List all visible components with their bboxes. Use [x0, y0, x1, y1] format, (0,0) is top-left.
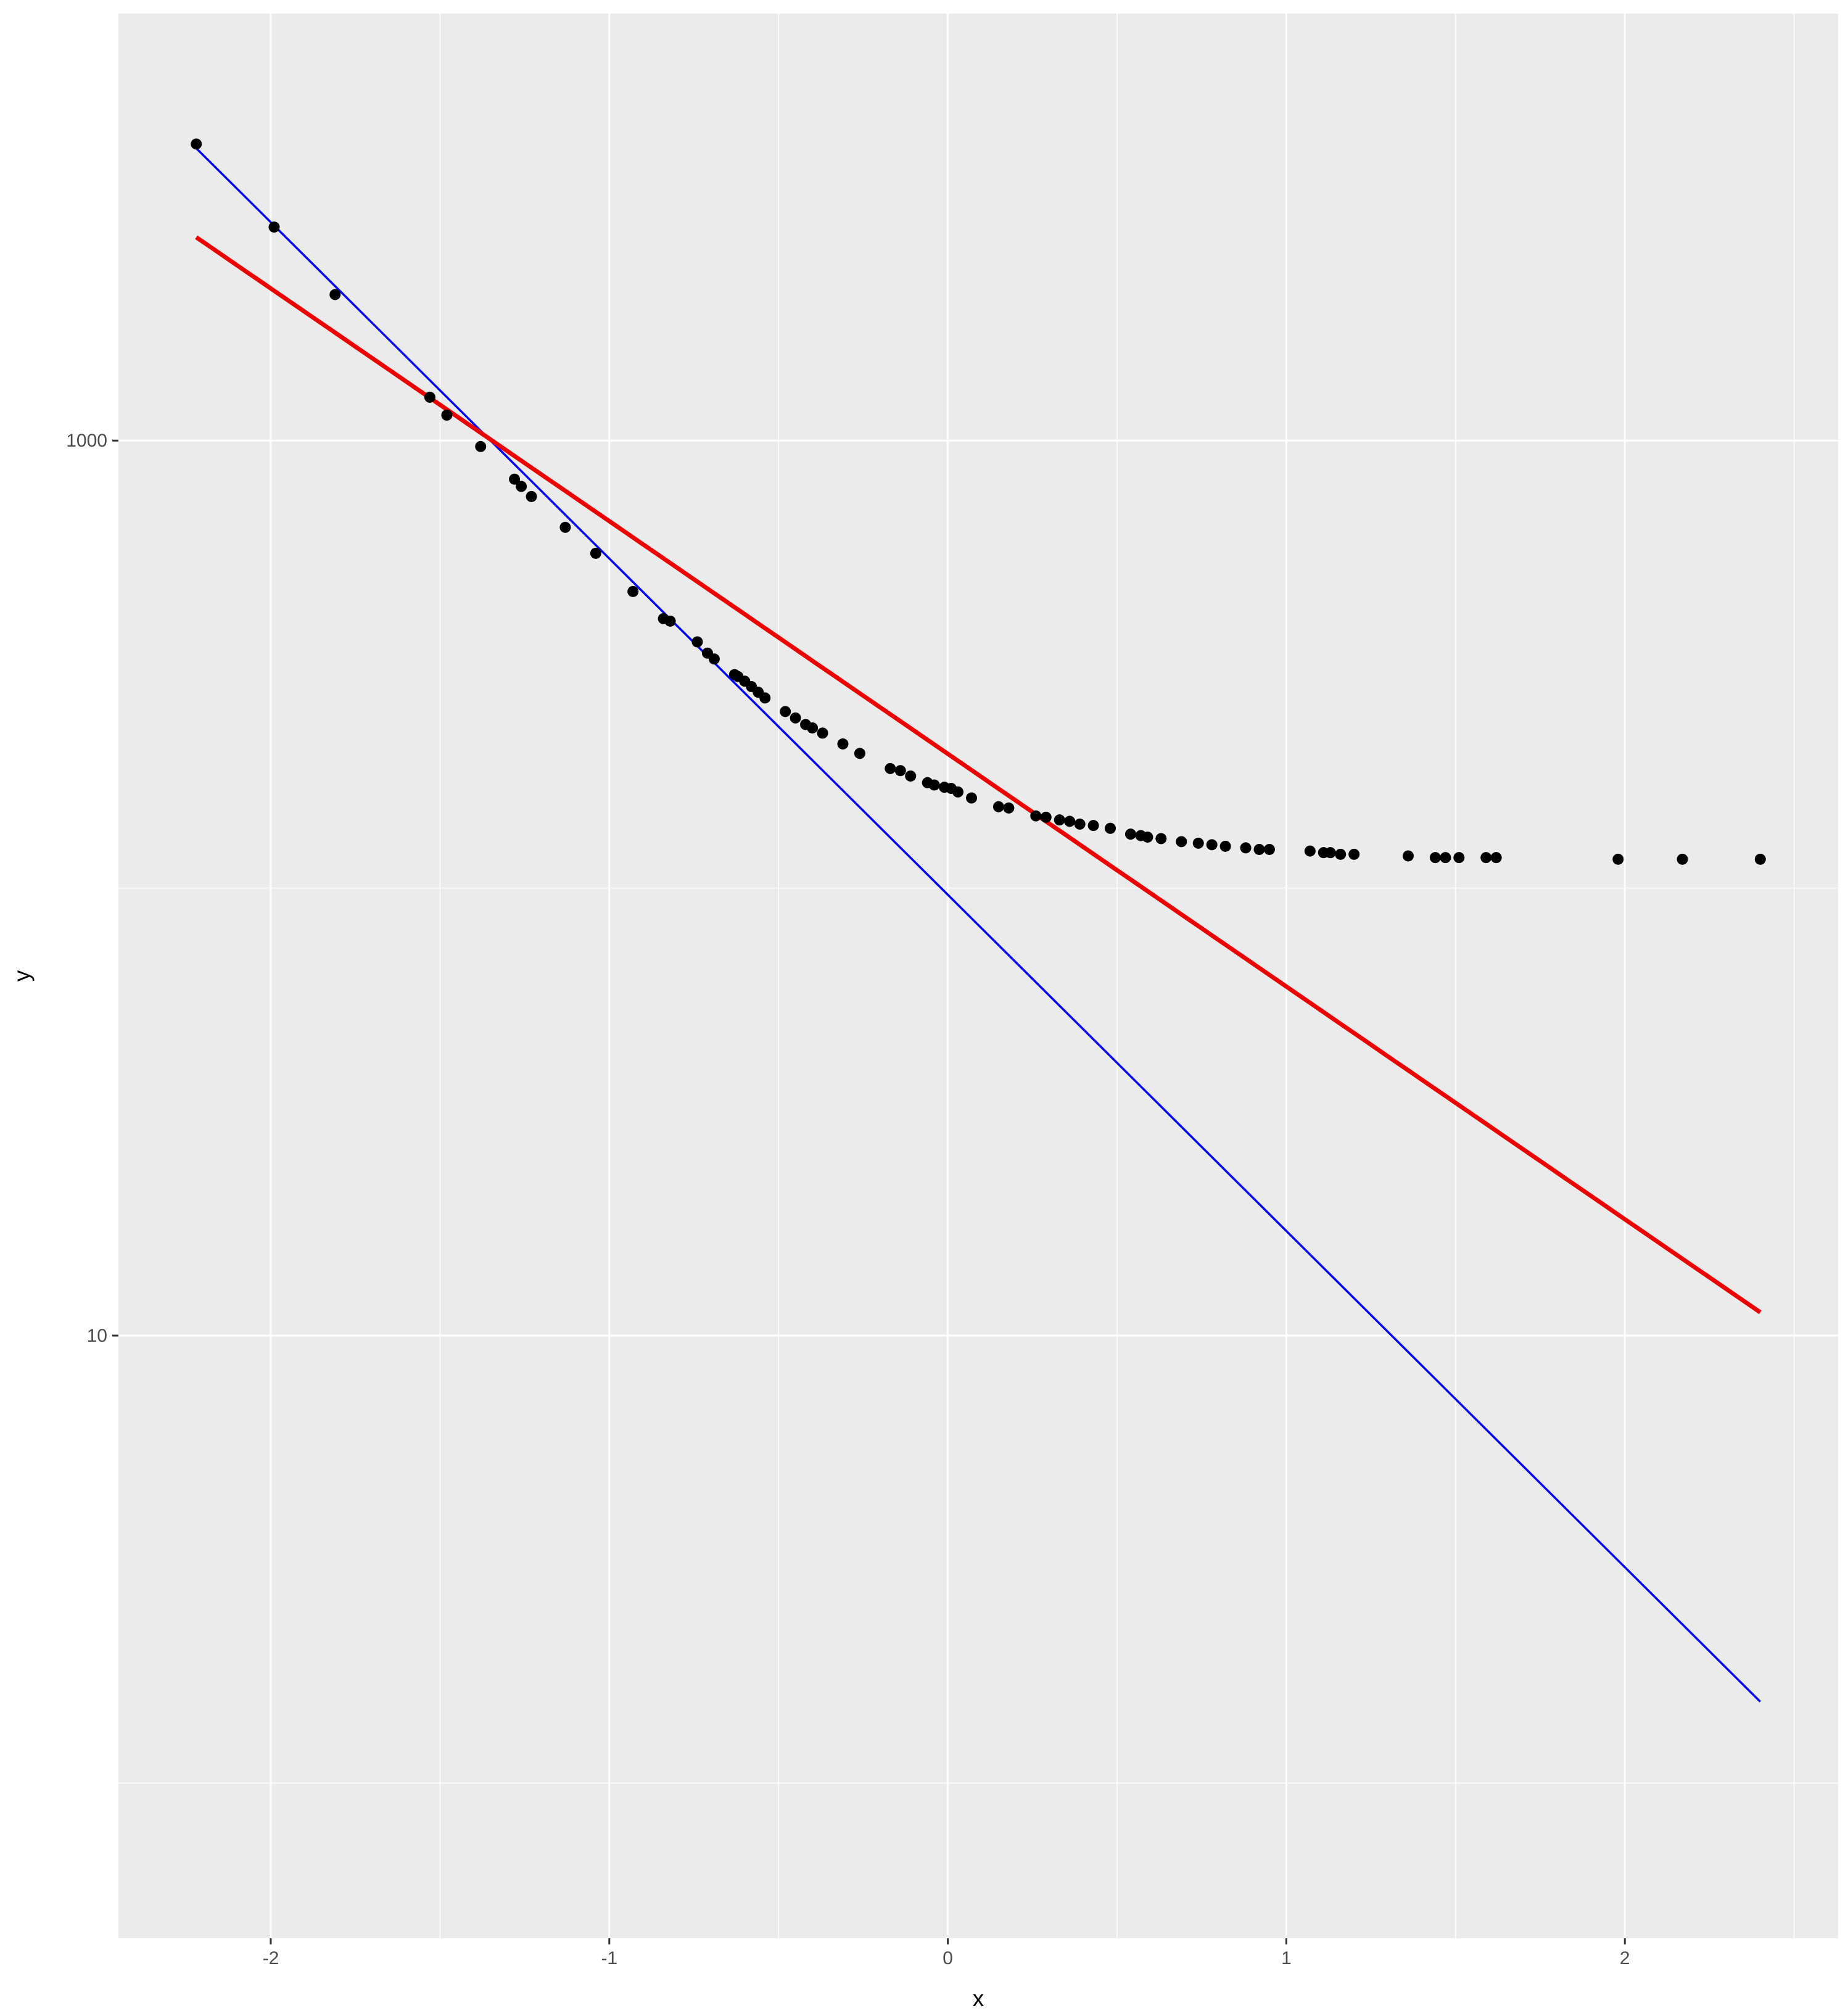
data-point	[780, 706, 791, 717]
data-point	[1253, 843, 1265, 855]
grid-major	[118, 14, 1838, 1938]
data-point	[559, 521, 571, 533]
data-point	[691, 636, 703, 648]
x-axis-title: x	[973, 1986, 984, 2011]
y-tick-label: 10	[87, 1326, 107, 1346]
data-points	[191, 138, 1766, 865]
fitted-curve	[195, 235, 1762, 1315]
data-point	[1348, 848, 1360, 860]
data-point	[1453, 852, 1465, 864]
data-point	[268, 221, 280, 233]
data-point	[509, 473, 521, 485]
x-tick-label: 1	[1281, 1948, 1292, 1968]
data-point	[708, 653, 720, 665]
data-point	[1219, 840, 1231, 852]
data-point	[1403, 850, 1414, 862]
data-point	[1105, 822, 1116, 834]
x-tick-label: -1	[601, 1948, 617, 1968]
data-point	[1040, 811, 1052, 823]
data-point	[329, 289, 341, 300]
data-point	[854, 748, 865, 759]
data-point	[1440, 852, 1451, 864]
x-tick-label: -2	[263, 1948, 279, 1968]
data-point	[1192, 837, 1204, 849]
grid-minor	[101, 14, 1838, 1938]
data-point	[1087, 820, 1099, 832]
fit-line-segment	[195, 147, 1762, 1703]
data-point	[1074, 818, 1086, 830]
data-point	[928, 779, 940, 791]
data-point	[952, 786, 964, 798]
plot-panel	[118, 14, 1838, 1938]
y-axis: 10 1000	[66, 431, 118, 1346]
data-point	[1324, 847, 1336, 859]
data-point	[1155, 833, 1167, 845]
data-point	[526, 490, 537, 502]
data-point	[1429, 852, 1441, 864]
data-point	[1490, 852, 1502, 864]
data-point	[1480, 852, 1492, 864]
data-point	[1240, 842, 1252, 854]
data-point	[966, 792, 978, 804]
data-point	[992, 801, 1004, 812]
data-point	[1335, 848, 1347, 860]
data-point	[837, 738, 849, 750]
x-tick-label: 0	[943, 1948, 953, 1968]
data-point	[1754, 853, 1766, 865]
data-point	[894, 765, 906, 777]
data-point	[759, 692, 771, 704]
y-axis-title: y	[9, 970, 35, 981]
x-tick-label: 2	[1620, 1948, 1630, 1968]
data-point	[1263, 843, 1275, 855]
y-tick-label: 1000	[66, 431, 107, 451]
data-point	[664, 615, 676, 627]
data-point	[1677, 853, 1688, 865]
x-axis: -2 -1 0 1 2	[263, 1938, 1630, 1968]
data-point	[1206, 839, 1218, 851]
data-point	[905, 770, 917, 782]
data-point	[1612, 853, 1624, 865]
data-point	[516, 481, 527, 492]
data-point	[424, 391, 435, 403]
data-point	[817, 727, 828, 739]
data-point	[1304, 845, 1316, 857]
data-point	[441, 409, 453, 421]
data-point	[1142, 831, 1153, 843]
data-point	[1064, 816, 1076, 827]
data-point	[191, 138, 202, 150]
fit-line	[195, 147, 1762, 1703]
data-point	[885, 762, 896, 774]
data-point	[627, 585, 639, 597]
data-point	[1176, 836, 1187, 848]
fitted-curve-path	[195, 235, 1762, 1315]
data-point	[475, 440, 487, 452]
data-point	[590, 547, 601, 559]
data-point	[790, 712, 801, 724]
data-point	[1054, 814, 1065, 826]
data-point	[1030, 810, 1042, 822]
data-point	[1003, 802, 1015, 814]
data-point	[807, 722, 819, 733]
data-point	[1124, 828, 1136, 840]
